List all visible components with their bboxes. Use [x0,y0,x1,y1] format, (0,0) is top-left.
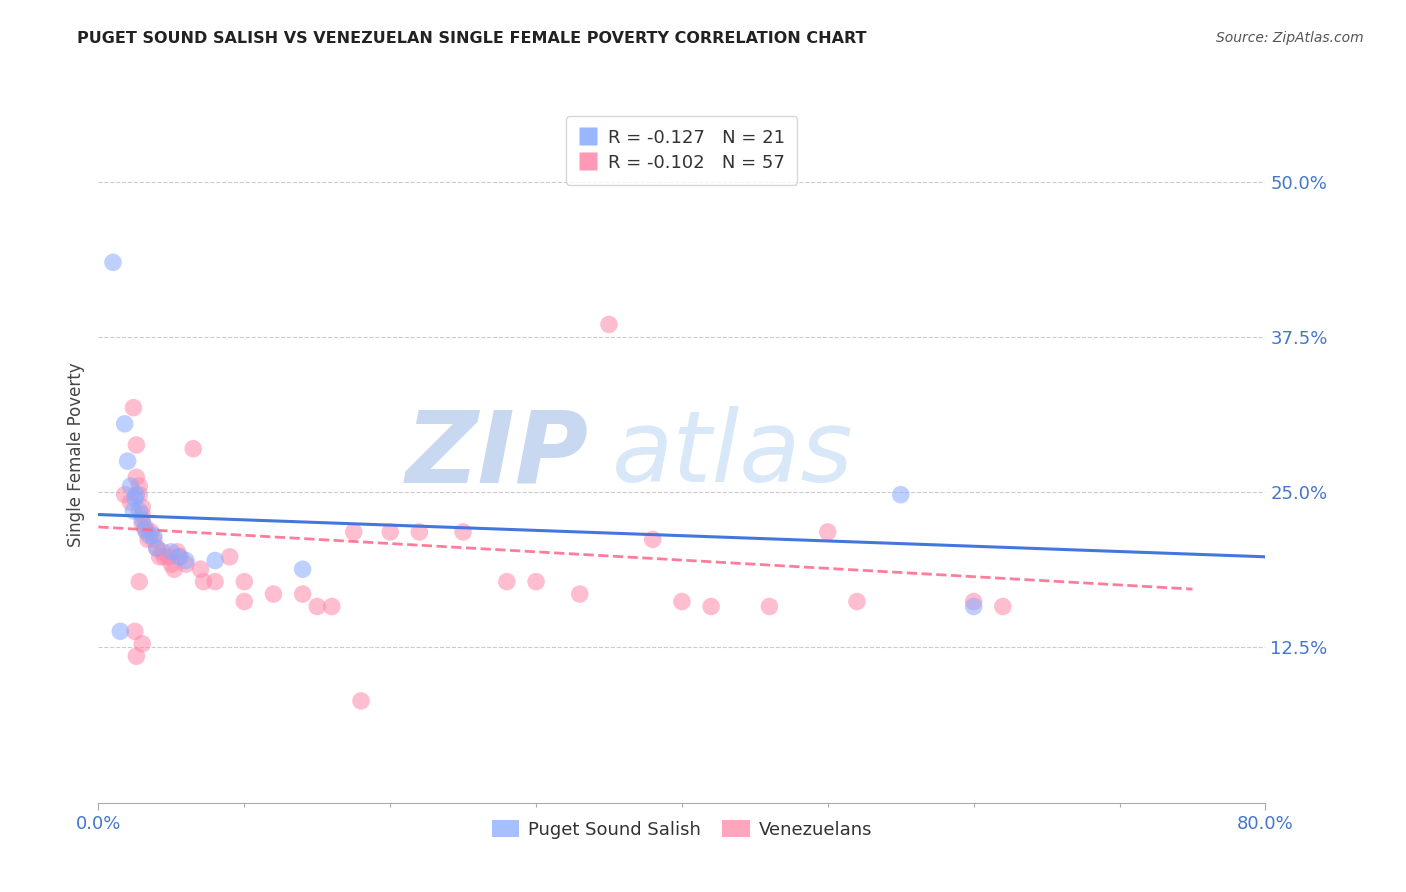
Point [146,541,169,555]
Point [350,694,373,708]
Point [451,524,474,539]
Point [128,504,150,518]
Point [122,504,145,518]
Point [568,587,591,601]
Point [671,594,693,608]
Point [380,524,402,539]
Point [128,574,150,589]
Point [131,637,153,651]
Point [408,524,430,539]
Point [204,553,226,567]
Text: PUGET SOUND SALISH VS VENEZUELAN SINGLE FEMALE POVERTY CORRELATION CHART: PUGET SOUND SALISH VS VENEZUELAN SINGLE … [77,31,868,46]
Point [142,529,165,543]
Point [167,549,190,564]
Point [128,479,150,493]
Point [962,594,984,608]
Point [131,500,153,514]
Point [233,574,256,589]
Point [114,417,136,431]
Point [131,512,153,526]
Point [204,574,226,589]
Text: atlas: atlas [612,407,853,503]
Point [128,488,150,502]
Point [817,524,839,539]
Point [700,599,723,614]
Point [122,401,145,415]
Point [146,541,169,555]
Point [136,533,159,547]
Point [163,562,186,576]
Point [291,587,314,601]
Point [174,558,197,572]
Point [124,624,146,639]
Point [169,549,191,564]
Point [125,470,148,484]
Point [233,594,256,608]
Point [120,495,142,509]
Point [124,491,146,506]
Point [125,488,148,502]
Legend: Puget Sound Salish, Venezuelans: Puget Sound Salish, Venezuelans [485,814,879,846]
Point [153,549,176,564]
Text: ZIP: ZIP [405,407,589,503]
Point [193,574,215,589]
Point [890,488,912,502]
Point [291,562,314,576]
Point [138,529,160,543]
Point [131,516,153,531]
Point [142,533,165,547]
Point [114,488,136,502]
Point [758,599,780,614]
Point [101,255,124,269]
Point [641,533,664,547]
Point [962,599,984,614]
Point [160,558,183,572]
Point [174,553,197,567]
Point [598,318,620,332]
Point [131,508,153,522]
Point [120,479,142,493]
Point [321,599,343,614]
Point [218,549,240,564]
Point [125,649,148,664]
Point [166,545,188,559]
Point [307,599,329,614]
Point [134,523,156,537]
Point [190,562,212,576]
Point [152,545,174,559]
Point [343,524,366,539]
Point [117,454,139,468]
Point [991,599,1014,614]
Point [524,574,547,589]
Point [139,524,162,539]
Point [181,442,204,456]
Point [157,549,180,564]
Point [125,438,148,452]
Point [135,524,157,539]
Point [134,520,156,534]
Point [846,594,869,608]
Point [262,587,284,601]
Point [149,549,172,564]
Y-axis label: Single Female Poverty: Single Female Poverty [66,363,84,547]
Point [496,574,519,589]
Text: Source: ZipAtlas.com: Source: ZipAtlas.com [1216,31,1364,45]
Point [110,624,132,639]
Point [160,545,183,559]
